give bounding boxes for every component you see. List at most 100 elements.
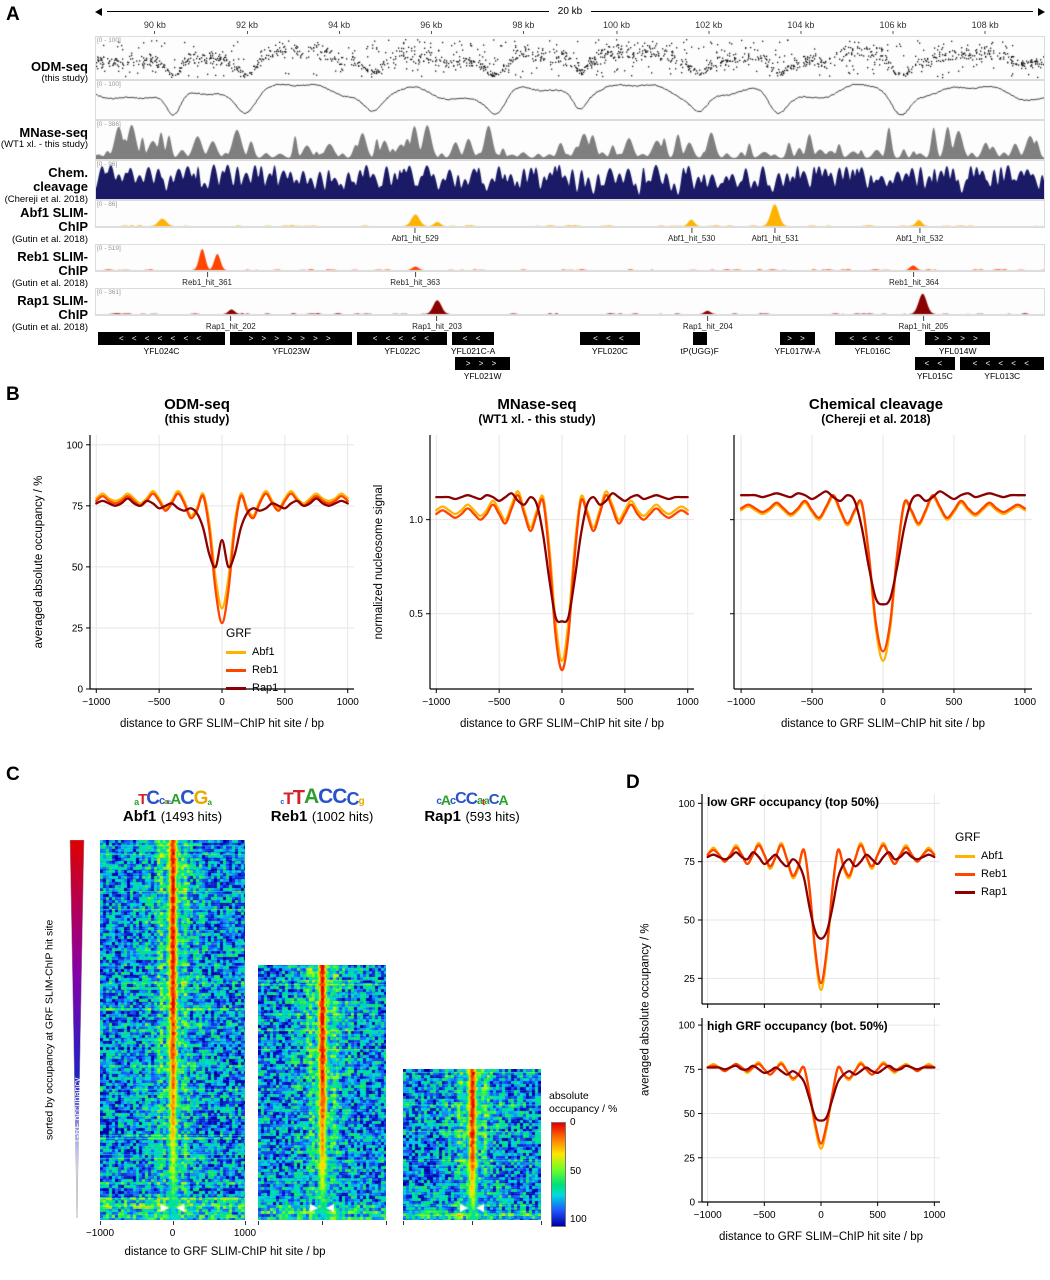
abf1-heatmap <box>100 840 245 1220</box>
rap1-heatmap <box>403 1069 541 1220</box>
gene-labels-1: YFL024C YFL023W YFL022C YFL021C-A YFL020C tP(… <box>95 346 1045 356</box>
slim-hit: Rap1_hit_204 <box>683 316 733 331</box>
abf1-heatmap-title: Abf1 (1493 hits) <box>100 808 245 826</box>
legend-title: GRF <box>955 830 981 844</box>
gene-label: YFL017W-A <box>774 346 821 356</box>
abf1-canvas <box>96 201 1044 227</box>
ruler-tick-label: 106 kb <box>879 20 907 30</box>
chart-subtitle: (Chereji et al. 2018) <box>821 412 931 427</box>
gene-label: YFL023W <box>272 346 311 356</box>
gene-box: < < < < <box>835 332 911 345</box>
slim-hit: Abf1_hit_530 <box>668 228 715 243</box>
gene-label: YFL013C <box>984 371 1021 381</box>
ruler-line <box>107 11 549 12</box>
rap1-hits-row: Rap1_hit_202 Rap1_hit_203 Rap1_hit_204 Rap1… <box>95 316 1045 331</box>
y-tick-label: 100 <box>66 440 83 451</box>
panel-d-legend: GRF Abf1 Reb1 Rap1 <box>955 830 1007 901</box>
gene-label: YFL021W <box>463 371 502 381</box>
ruler-tick: 90 kb <box>144 20 166 34</box>
logo-letter: c <box>436 796 441 807</box>
reb1-heatmap-title: Reb1 (1002 hits) <box>258 808 386 826</box>
reb1-canvas <box>96 245 1044 271</box>
high-occupancy-metaplot: −1000 −500 0 500 1000 0 25 50 75 100 distance to G… <box>678 1018 946 1243</box>
heatmap-name: Reb1 <box>270 808 308 825</box>
hit-tick-mark <box>922 316 924 321</box>
heatmap-hit-count: (1493 hits) <box>160 809 223 824</box>
chem-cleavage-track <box>95 160 1045 200</box>
hit-tick-mark <box>414 228 416 233</box>
gene-labels-2: YFL021W YFL015C YFL013C <box>95 371 1045 381</box>
x-axis-title: distance to GRF SLIM−ChIP hit site / bp <box>120 718 324 730</box>
ruler-tick: 98 kb <box>512 20 534 34</box>
reb1-heatmap <box>258 965 386 1220</box>
gene-box: < < < <box>579 332 641 345</box>
legend-label: Abf1 <box>981 850 1004 862</box>
x-tick-label: −500 <box>753 1210 776 1221</box>
track-name: ODM-seq <box>30 59 88 74</box>
logo-letter: C <box>455 790 467 808</box>
legend-item-reb1: Reb1 <box>226 661 278 679</box>
x-tick-label: 0 <box>559 697 565 708</box>
slim-hit: Reb1_hit_363 <box>390 272 440 287</box>
hit-label: Reb1_hit_361 <box>182 278 233 287</box>
rap1-line-swatch <box>955 890 975 894</box>
scale-tag: [0 - 96] <box>97 161 118 168</box>
hit-label: Abf1_hit_531 <box>751 234 799 243</box>
heatmap-x-tick <box>258 1221 259 1225</box>
ruler-tick: 108 kb <box>972 20 999 34</box>
slim-hit: Abf1_hit_531 <box>752 228 799 243</box>
series-rap1 <box>706 851 936 940</box>
plot-title: high GRF occupancy (bot. 50%) <box>707 1019 888 1033</box>
logo-letter: A <box>303 785 319 809</box>
hit-label: Rap1_hit_205 <box>898 322 949 331</box>
panel-d-label: D <box>626 772 640 793</box>
heatmap-x-tick <box>403 1221 404 1225</box>
ruler-tick-mark <box>246 31 248 34</box>
logo-letter: c <box>280 799 284 807</box>
ruler-tick-mark <box>522 31 524 34</box>
hit-label: Rap1_hit_204 <box>682 322 733 331</box>
abf1-hits-row: Abf1_hit_529 Abf1_hit_530 Abf1_hit_531 Abf1… <box>95 228 1045 243</box>
grf-legend: GRF Abf1 Reb1 Rap1 <box>226 626 278 697</box>
scale-tag: [0 - 86] <box>97 201 118 208</box>
logo-letter: g <box>358 796 364 807</box>
y-tick-label: 25 <box>684 1153 696 1164</box>
logo-letter: C <box>180 787 194 809</box>
ruler-tick-label: 92 kb <box>235 20 259 30</box>
ruler-tick-label: 98 kb <box>512 20 535 30</box>
legend-item-reb1: Reb1 <box>955 865 1007 883</box>
hit-tick-mark <box>691 228 693 233</box>
heatmap-x-tick-label: −1000 <box>85 1228 115 1239</box>
odm-dots-track <box>95 36 1045 80</box>
x-tick-label: 0 <box>880 697 886 708</box>
ruler-tick-mark <box>338 31 340 34</box>
series-abf1 <box>706 1061 936 1151</box>
y-tick-label: 25 <box>684 974 696 985</box>
gene-box: < < <box>452 332 494 345</box>
grf-occupancy-wedge <box>69 840 85 1219</box>
panel-a-label: A <box>6 4 20 25</box>
y-tick-label: 75 <box>684 1065 696 1076</box>
ruler-tick-label: 102 kb <box>695 20 723 30</box>
x-tick-label: −500 <box>801 697 824 708</box>
logo-letter: c <box>450 795 456 808</box>
slim-hit: Rap1_hit_205 <box>898 316 948 331</box>
track-source: (this study) <box>41 73 88 85</box>
colorbar-tick-100: 100 <box>570 1214 587 1225</box>
legend-item-abf1: Abf1 <box>955 847 1007 865</box>
slim-hit: Reb1_hit_364 <box>889 272 939 287</box>
gene-label: tP(UGG)F <box>680 346 719 356</box>
ruler-tick-label: 100 kb <box>603 20 631 30</box>
scale-tag: [0 - 100] <box>97 81 121 88</box>
low-occupancy-metaplot: 25 50 75 100 low GRF occupancy (top 50%) <box>678 794 940 1008</box>
abf1-line-swatch <box>955 854 975 858</box>
x-tick-label: 500 <box>617 697 634 708</box>
heatmap-x-tick <box>172 1221 174 1225</box>
logo-letter: t <box>482 796 485 807</box>
ruler-tick-mark <box>984 31 986 34</box>
y-tick-label: 75 <box>684 857 696 868</box>
ruler-tick-mark <box>892 31 894 34</box>
y-axis-title: averaged absolute occupancy / % <box>33 476 45 649</box>
chem-metaplot-chart: Chemical cleavage (Chereji et al. 2018) … <box>706 396 1046 750</box>
hit-tick-mark <box>913 272 915 277</box>
